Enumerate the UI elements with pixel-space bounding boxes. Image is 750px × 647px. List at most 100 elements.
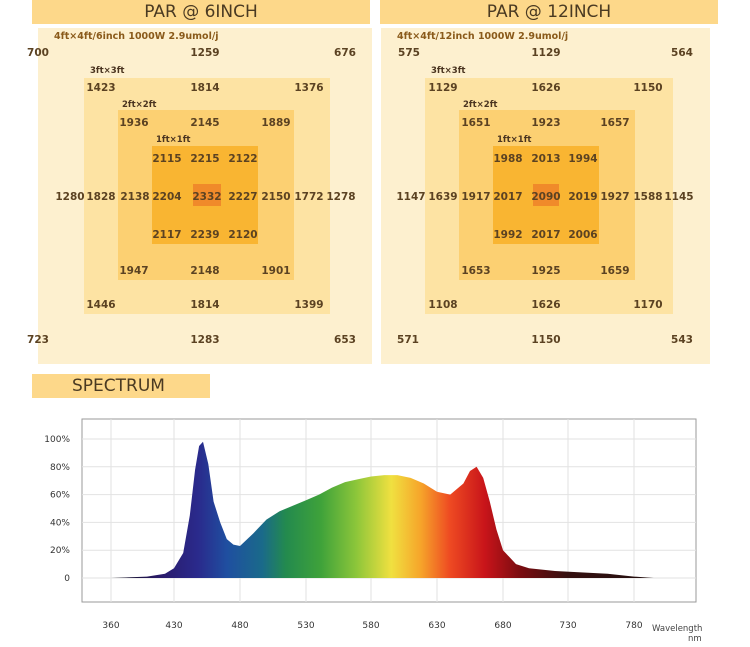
- x-axis-label: Wavelength: [652, 624, 702, 634]
- ppfd-value: 2138: [120, 191, 150, 203]
- ppfd-value: 1901: [261, 265, 291, 277]
- spectrum-header: SPECTRUM: [32, 374, 210, 398]
- y-tick-label: 40%: [50, 518, 70, 528]
- ppfd-value: 1988: [493, 153, 523, 165]
- y-tick-label: 80%: [50, 463, 70, 473]
- x-axis-ticks: 360 430 480 530 580 630 680 730 780: [102, 621, 642, 631]
- center-cell: [193, 184, 221, 206]
- ppfd-value: 1653: [461, 265, 491, 277]
- y-tick-label: 20%: [50, 546, 70, 556]
- ppfd-value: 1170: [633, 299, 663, 311]
- ppfd-value: 1626: [531, 82, 561, 94]
- ppfd-value: 1280: [55, 191, 85, 203]
- ppfd-value: 1145: [664, 191, 694, 203]
- label-3ft: 3ft×3ft: [431, 66, 466, 76]
- ppfd-value: 1446: [86, 299, 116, 311]
- ppfd-value: 1994: [568, 153, 598, 165]
- panel-title: 4ft×4ft/12inch 1000W 2.9umol/j: [397, 31, 569, 42]
- ppfd-value: 676: [334, 47, 356, 59]
- ppfd-value: 1283: [190, 334, 220, 346]
- x-tick-label: 530: [297, 621, 314, 631]
- ppfd-value: 1992: [493, 229, 523, 241]
- ppfd-value: 2006: [568, 229, 598, 241]
- par-12inch-grid: 4ft×4ft/12inch 1000W 2.9umol/j 3ft×3ft 2…: [381, 28, 710, 364]
- ppfd-value: 1936: [119, 117, 149, 129]
- ppfd-value: 1129: [531, 47, 561, 59]
- ppfd-value: 1259: [190, 47, 220, 59]
- x-tick-label: 360: [102, 621, 119, 631]
- ppfd-value: 2115: [152, 153, 182, 165]
- spectrum-series: [111, 441, 654, 578]
- ppfd-value: 2090: [531, 191, 561, 203]
- ppfd-value: 700: [27, 47, 49, 59]
- ppfd-value: 1376: [294, 82, 324, 94]
- ppfd-value: 2017: [531, 229, 561, 241]
- ppfd-value: 1828: [86, 191, 116, 203]
- x-tick-label: 730: [559, 621, 576, 631]
- ppfd-value: 2017: [493, 191, 523, 203]
- label-2ft: 2ft×2ft: [122, 100, 157, 110]
- ppfd-value: 1147: [396, 191, 426, 203]
- ppfd-value: 543: [671, 334, 693, 346]
- x-tick-label: 580: [362, 621, 379, 631]
- ppfd-value: 2239: [190, 229, 220, 241]
- ppfd-value: 571: [397, 334, 419, 346]
- ppfd-value: 1588: [633, 191, 663, 203]
- ppfd-value: 1923: [531, 117, 561, 129]
- ppfd-value: 564: [671, 47, 693, 59]
- ppfd-value: 2122: [228, 153, 258, 165]
- x-tick-label: 780: [625, 621, 642, 631]
- ppfd-value: 1657: [600, 117, 630, 129]
- ppfd-value: 1814: [190, 82, 220, 94]
- ppfd-value: 2120: [228, 229, 258, 241]
- ppfd-value: 575: [398, 47, 420, 59]
- ppfd-value: 1150: [531, 334, 561, 346]
- y-tick-label: 100%: [44, 435, 70, 445]
- ppfd-value: 1814: [190, 299, 220, 311]
- ppfd-value: 2148: [190, 265, 220, 277]
- ppfd-value: 1927: [600, 191, 630, 203]
- y-tick-label: 0: [64, 574, 70, 584]
- ppfd-value: 1651: [461, 117, 491, 129]
- label-1ft: 1ft×1ft: [497, 135, 532, 145]
- center-cell: [533, 184, 559, 206]
- ppfd-value: 1108: [428, 299, 458, 311]
- x-tick-label: 480: [231, 621, 248, 631]
- label-2ft: 2ft×2ft: [463, 100, 498, 110]
- ppfd-value: 1639: [428, 191, 458, 203]
- label-3ft: 3ft×3ft: [90, 66, 125, 76]
- ppfd-value: 1423: [86, 82, 116, 94]
- ppfd-value: 723: [27, 334, 49, 346]
- par-6inch-grid: 4ft×4ft/6inch 1000W 2.9umol/j 3ft×3ft 2f…: [27, 28, 372, 364]
- ppfd-value: 2150: [261, 191, 291, 203]
- ppfd-value: 1626: [531, 299, 561, 311]
- y-axis-ticks: 0 20% 40% 60% 80% 100%: [44, 435, 70, 584]
- par-12inch-header: PAR @ 12INCH: [380, 0, 718, 24]
- x-tick-label: 430: [165, 621, 182, 631]
- ppfd-value: 1889: [261, 117, 291, 129]
- ppfd-value: 2227: [228, 191, 258, 203]
- ppfd-value: 2332: [192, 191, 222, 203]
- ppfd-value: 653: [334, 334, 356, 346]
- ppfd-value: 1947: [119, 265, 149, 277]
- ppfd-value: 2013: [531, 153, 561, 165]
- ppfd-value: 1659: [600, 265, 630, 277]
- label-1ft: 1ft×1ft: [156, 135, 191, 145]
- ppfd-value: 2019: [568, 191, 598, 203]
- x-tick-label: 680: [494, 621, 511, 631]
- ppfd-value: 1150: [633, 82, 663, 94]
- ppfd-value: 2215: [190, 153, 220, 165]
- ppfd-value: 1278: [326, 191, 356, 203]
- ppfd-value: 1399: [294, 299, 324, 311]
- panel-title: 4ft×4ft/6inch 1000W 2.9umol/j: [54, 31, 219, 42]
- x-tick-label: 630: [428, 621, 445, 631]
- y-tick-label: 60%: [50, 491, 70, 501]
- ppfd-value: 2145: [190, 117, 220, 129]
- par-6inch-header: PAR @ 6INCH: [32, 0, 370, 24]
- ppfd-value: 2204: [152, 191, 182, 203]
- x-axis-unit: nm: [688, 634, 702, 644]
- ppfd-value: 1917: [461, 191, 491, 203]
- ppfd-value: 1129: [428, 82, 458, 94]
- ppfd-value: 2117: [152, 229, 182, 241]
